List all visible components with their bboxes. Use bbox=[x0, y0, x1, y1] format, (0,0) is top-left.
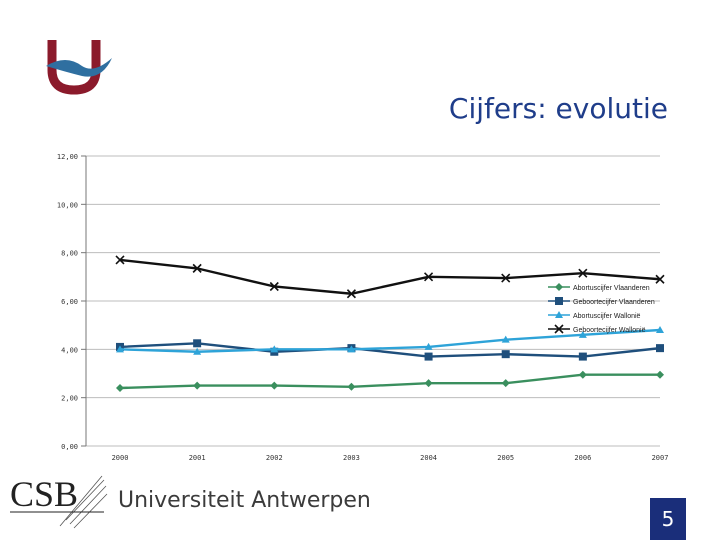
data-point bbox=[424, 379, 433, 388]
x-tick-label: 2006 bbox=[574, 454, 591, 462]
data-point bbox=[116, 384, 124, 392]
data-point bbox=[116, 345, 124, 353]
university-name: Universiteit Antwerpen bbox=[118, 488, 371, 513]
x-tick-label: 2003 bbox=[343, 454, 360, 462]
data-point bbox=[270, 381, 279, 390]
university-logo-icon bbox=[46, 40, 112, 95]
legend-marker bbox=[555, 283, 563, 291]
data-point bbox=[347, 382, 356, 391]
page-number-badge: 5 bbox=[650, 498, 686, 540]
data-point bbox=[656, 370, 664, 379]
legend-marker bbox=[554, 324, 564, 334]
series-line bbox=[119, 373, 660, 390]
legend-label: Geboortecijfer Vlaanderen bbox=[573, 299, 655, 306]
slide-title: Cijfers: evolutie bbox=[448, 92, 668, 125]
data-point bbox=[501, 335, 510, 343]
data-point bbox=[501, 379, 510, 388]
data-point bbox=[578, 330, 587, 338]
series-line bbox=[119, 258, 661, 295]
legend-item: Abortuscijfer Vlaanderen bbox=[548, 283, 650, 292]
legend-item: Abortuscijfer Wallonië bbox=[548, 311, 641, 320]
data-point bbox=[347, 345, 356, 353]
csb-logo-text: CSB bbox=[10, 474, 78, 514]
x-tick-label: 2005 bbox=[497, 454, 514, 462]
legend-item: Geboortecijfer Wallonië bbox=[548, 324, 646, 334]
data-point bbox=[656, 344, 664, 353]
legend-label: Abortuscijfer Wallonië bbox=[573, 313, 641, 320]
y-tick-label: 8,00 bbox=[61, 250, 78, 258]
y-tick-label: 0,00 bbox=[61, 443, 78, 451]
x-tick-label: 2007 bbox=[652, 454, 669, 462]
y-tick-label: 4,00 bbox=[61, 346, 78, 354]
data-point bbox=[115, 255, 125, 265]
legend-item: Geboortecijfer Vlaanderen bbox=[548, 297, 655, 306]
x-tick-label: 2001 bbox=[189, 454, 206, 462]
series-line bbox=[119, 342, 661, 358]
data-point bbox=[656, 326, 664, 333]
data-point bbox=[424, 272, 434, 282]
series-group bbox=[116, 326, 664, 355]
data-point bbox=[578, 370, 587, 379]
data-point bbox=[501, 350, 510, 359]
legend-label: Abortuscijfer Vlaanderen bbox=[573, 285, 650, 292]
y-tick-label: 12,00 bbox=[57, 153, 78, 161]
data-point bbox=[192, 263, 202, 273]
data-point bbox=[424, 342, 433, 350]
legend-marker bbox=[555, 311, 563, 318]
line-chart: 0,00 2,00 4,00 6,00 8,00 10,00 12,00 2000 2001 2… bbox=[57, 153, 669, 462]
page-number: 5 bbox=[661, 507, 675, 531]
data-point bbox=[193, 339, 202, 348]
x-tick-label: 2004 bbox=[420, 454, 437, 462]
data-point bbox=[269, 281, 279, 292]
data-point bbox=[578, 352, 587, 361]
y-tick-label: 6,00 bbox=[61, 298, 78, 306]
series-group bbox=[116, 370, 664, 392]
legend-marker bbox=[555, 297, 563, 305]
data-point bbox=[346, 289, 356, 299]
data-point bbox=[193, 381, 202, 390]
data-point bbox=[193, 347, 202, 355]
csb-logo: CSB bbox=[10, 474, 108, 529]
data-point bbox=[501, 273, 511, 283]
legend-label: Geboortecijfer Wallonië bbox=[573, 327, 646, 334]
x-tick-label: 2002 bbox=[266, 454, 283, 462]
series-group bbox=[115, 255, 665, 299]
data-point bbox=[424, 352, 433, 361]
x-tick-label: 2000 bbox=[112, 454, 129, 462]
data-point bbox=[655, 274, 665, 284]
y-tick-label: 10,00 bbox=[57, 201, 78, 209]
data-point bbox=[578, 268, 588, 278]
y-tick-label: 2,00 bbox=[61, 395, 78, 403]
data-point bbox=[270, 345, 279, 353]
series-line bbox=[119, 328, 661, 353]
